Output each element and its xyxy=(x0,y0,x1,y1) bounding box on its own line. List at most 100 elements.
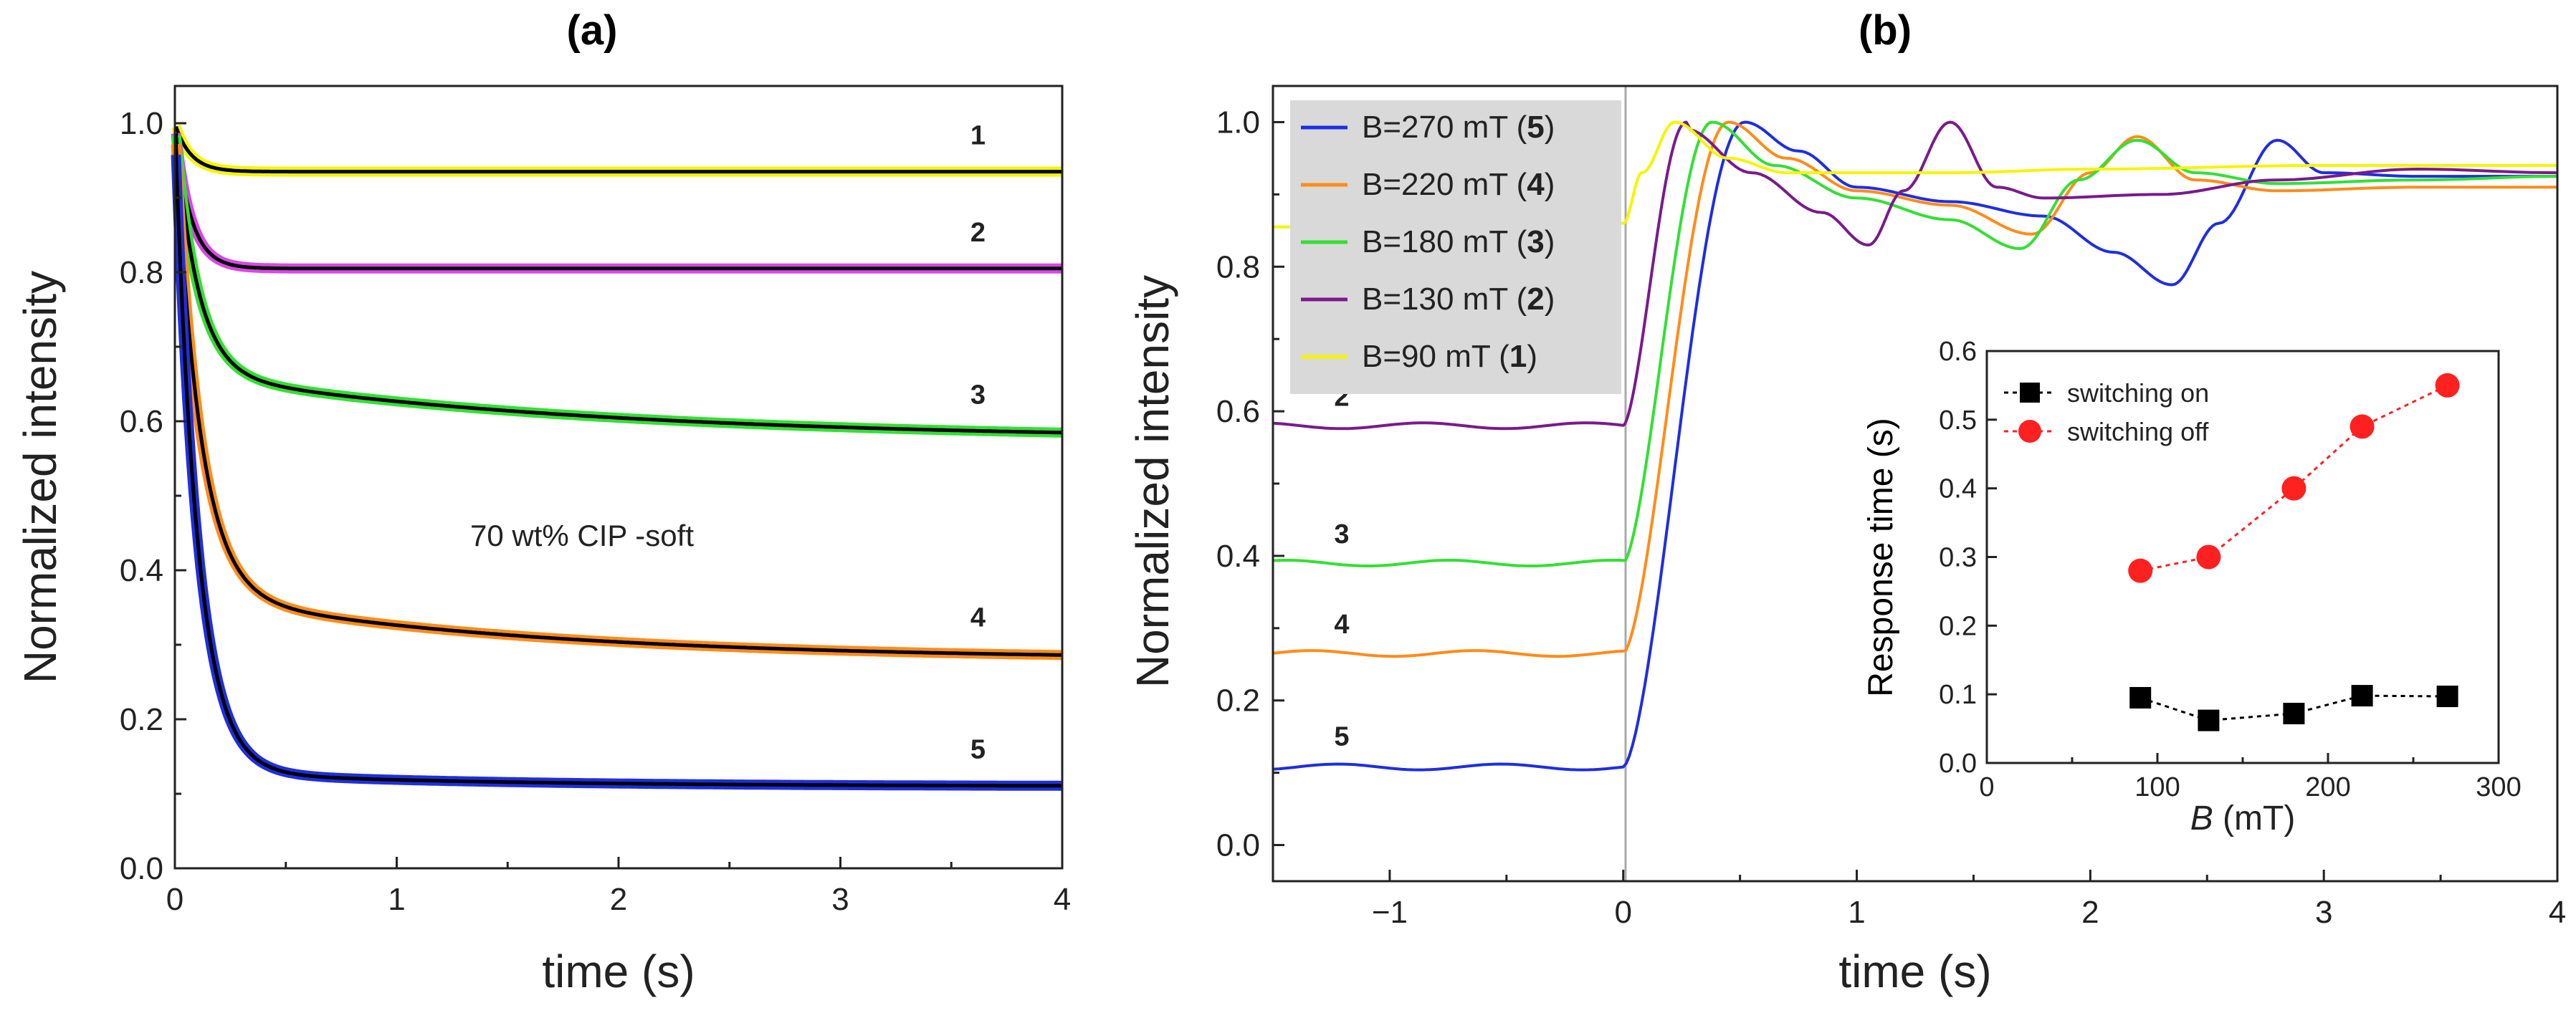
panel-a-series-3-fit xyxy=(174,135,1063,435)
panel-b-curve-label: 3 xyxy=(1334,519,1349,549)
panel-b-y-tick-label: 0.6 xyxy=(1216,394,1260,429)
panel-a-curve-label: 3 xyxy=(970,380,986,410)
panel-a-curve-label: 4 xyxy=(970,602,986,633)
panel-a-y-axis-title: Normalized intensity xyxy=(14,271,66,683)
legend-label-close: ) xyxy=(1545,224,1555,259)
panel-a-x-tick-label: 3 xyxy=(831,882,849,917)
inset-legend-marker xyxy=(2020,383,2040,403)
inset-x-ticks: 0 100 200 300 xyxy=(1979,753,2522,802)
panel-a-y-tick-label: 0.8 xyxy=(120,255,163,290)
inset-y-tick-label: 0.2 xyxy=(1939,611,1977,641)
inset-y-ticks: 0.0 0.1 0.2 0.3 0.4 0.5 0.6 xyxy=(1939,337,1997,779)
inset-switching-off-point xyxy=(2128,558,2153,583)
panel-b-x-tick-label: 1 xyxy=(1848,895,1865,930)
panel-b-x-axis-title: time (s) xyxy=(1838,946,1991,997)
inset-switching-off-point xyxy=(2350,414,2375,439)
legend-label-text: B=270 mT ( xyxy=(1362,110,1527,145)
legend-label-text: B=220 mT ( xyxy=(1362,167,1527,202)
panel-b-x-tick-label: 0 xyxy=(1614,895,1631,930)
panel-b-series-4 xyxy=(1272,120,2557,658)
panel-a-curve-labels: 1 2 3 4 5 xyxy=(970,121,986,765)
panel-a-y-tick-label: 0.0 xyxy=(120,851,163,886)
panel-a-x-axis-title: time (s) xyxy=(542,946,695,997)
panel-b-series-3 xyxy=(1272,120,2558,567)
panel-a: (a) 0 1 2 3 4 0.0 0.2 0.4 0.6 0.8 1.0 time (s) No… xyxy=(14,7,1071,997)
panel-b-legend-box xyxy=(1290,100,1621,394)
inset-y-tick-label: 0.6 xyxy=(1939,337,1977,367)
legend-label-num: 5 xyxy=(1527,110,1544,145)
panel-b-x-tick-label: −1 xyxy=(1372,895,1408,930)
inset-x-axis-title-unit: (mT) xyxy=(2213,800,2296,837)
panel-b-title: (b) xyxy=(1859,7,1912,54)
panel-b: (b) −1 0 1 2 3 4 0.00.20.40.60.81.0 time (s) … xyxy=(1127,7,2566,997)
panel-a-x-tick-label: 1 xyxy=(388,882,405,917)
panel-a-curve-label: 5 xyxy=(970,735,986,765)
panel-b-x-tick-label: 3 xyxy=(2315,895,2332,930)
legend-label-text: B=180 mT ( xyxy=(1362,224,1527,259)
panel-a-x-tick-label: 0 xyxy=(166,882,183,917)
panel-a-curves xyxy=(171,125,1065,791)
panel-a-curve-label: 2 xyxy=(970,218,986,248)
panel-b-y-tick-label: 0.2 xyxy=(1216,683,1260,719)
legend-label-num: 1 xyxy=(1509,339,1527,374)
panel-b-legend-label: B=220 mT (4) xyxy=(1362,167,1555,202)
panel-a-y-tick-label: 0.2 xyxy=(120,702,163,737)
panel-b-y-tick-label: 0.4 xyxy=(1216,539,1260,574)
inset-x-tick-label: 100 xyxy=(2134,772,2180,802)
inset-legend-marker xyxy=(2018,420,2041,443)
panel-b-x-tick-label: 2 xyxy=(2081,895,2099,930)
panel-b-legend-label: B=90 mT (1) xyxy=(1362,339,1537,374)
panel-b-x-ticks: −1 0 1 2 3 4 xyxy=(1272,870,2566,930)
panel-b-legend-label: B=180 mT (3) xyxy=(1362,224,1555,259)
panel-a-frame xyxy=(173,85,1064,870)
panel-a-x-tick-label: 4 xyxy=(1054,882,1071,917)
panel-b-y-tick-label: 1.0 xyxy=(1216,105,1260,140)
inset-y-tick-label: 0.1 xyxy=(1939,680,1977,710)
panel-a-series-4-fit xyxy=(174,144,1062,657)
legend-label-text: B=130 mT ( xyxy=(1362,282,1527,317)
inset-x-tick-label: 200 xyxy=(2305,772,2350,802)
panel-a-series-2-fit xyxy=(174,133,1062,271)
inset-y-tick-label: 0.5 xyxy=(1939,405,1977,436)
panel-b-x-tick-label: 4 xyxy=(2549,895,2566,930)
panel-b-y-tick-label: 0.8 xyxy=(1216,249,1260,284)
panel-a-y-tick-label: 0.4 xyxy=(120,553,163,588)
inset-switching-off-point xyxy=(2281,476,2307,501)
panel-b-inset: 0 100 200 300 0.00.10.20.30.40.50.6 B (mT) … xyxy=(1835,287,2541,837)
inset-switching-on-point xyxy=(2351,685,2373,707)
inset-points xyxy=(2128,373,2460,731)
inset-y-tick-label: 0.3 xyxy=(1939,543,1977,573)
inset-x-tick-label: 0 xyxy=(1979,772,1994,802)
legend-label-num: 4 xyxy=(1527,167,1545,202)
inset-switching-on-point xyxy=(2436,686,2458,708)
panel-a-x-ticks: 0 1 2 3 4 xyxy=(166,857,1071,917)
panel-b-curves xyxy=(1272,120,2558,772)
panel-a-curve-label: 1 xyxy=(970,121,986,151)
panel-b-series-5 xyxy=(1272,120,2557,772)
legend-label-num: 2 xyxy=(1527,282,1544,317)
panel-a-series-5-fit xyxy=(174,155,1062,788)
legend-label-close: ) xyxy=(1545,167,1555,202)
panel-b-legend: B=270 mT (5)B=220 mT (4)B=180 mT (3)B=13… xyxy=(1290,100,1621,394)
panel-b-series-1 xyxy=(1272,120,2557,229)
panel-b-legend-label: B=270 mT (5) xyxy=(1362,110,1555,145)
inset-legend-label: switching on xyxy=(2067,378,2209,408)
panel-a-series-5-data xyxy=(171,154,1065,791)
panel-b-y-ticks: 0.0 0.2 0.4 0.6 0.8 1.0 xyxy=(1216,105,1284,863)
inset-y-axis-title: Response time (s) xyxy=(1862,418,1900,696)
legend-label-num: 3 xyxy=(1527,224,1544,259)
inset-background xyxy=(1835,287,2541,824)
inset-x-axis-title-var: B xyxy=(2190,800,2213,837)
panel-a-x-tick-label: 2 xyxy=(610,882,627,917)
inset-legend-label: switching off xyxy=(2067,417,2209,446)
legend-label-close: ) xyxy=(1545,110,1555,145)
inset-x-axis-title: B (mT) xyxy=(2190,800,2296,837)
inset-switching-on-point xyxy=(2129,686,2152,709)
inset-y-tick-label: 0.4 xyxy=(1939,474,1977,504)
panel-b-series-2 xyxy=(1272,120,2558,431)
panel-a-y-tick-label: 1.0 xyxy=(120,106,163,141)
legend-label-close: ) xyxy=(1545,282,1555,317)
panel-a-title: (a) xyxy=(567,7,618,54)
